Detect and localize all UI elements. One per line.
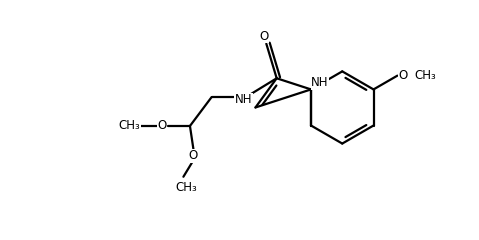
Text: O: O	[157, 120, 166, 132]
Text: O: O	[189, 149, 198, 162]
Text: CH₃: CH₃	[119, 120, 140, 132]
Text: NH: NH	[311, 76, 329, 90]
Text: CH₃: CH₃	[175, 181, 197, 194]
Text: CH₃: CH₃	[414, 69, 436, 82]
Text: O: O	[399, 69, 408, 82]
Text: O: O	[260, 30, 269, 42]
Text: NH: NH	[235, 93, 252, 106]
